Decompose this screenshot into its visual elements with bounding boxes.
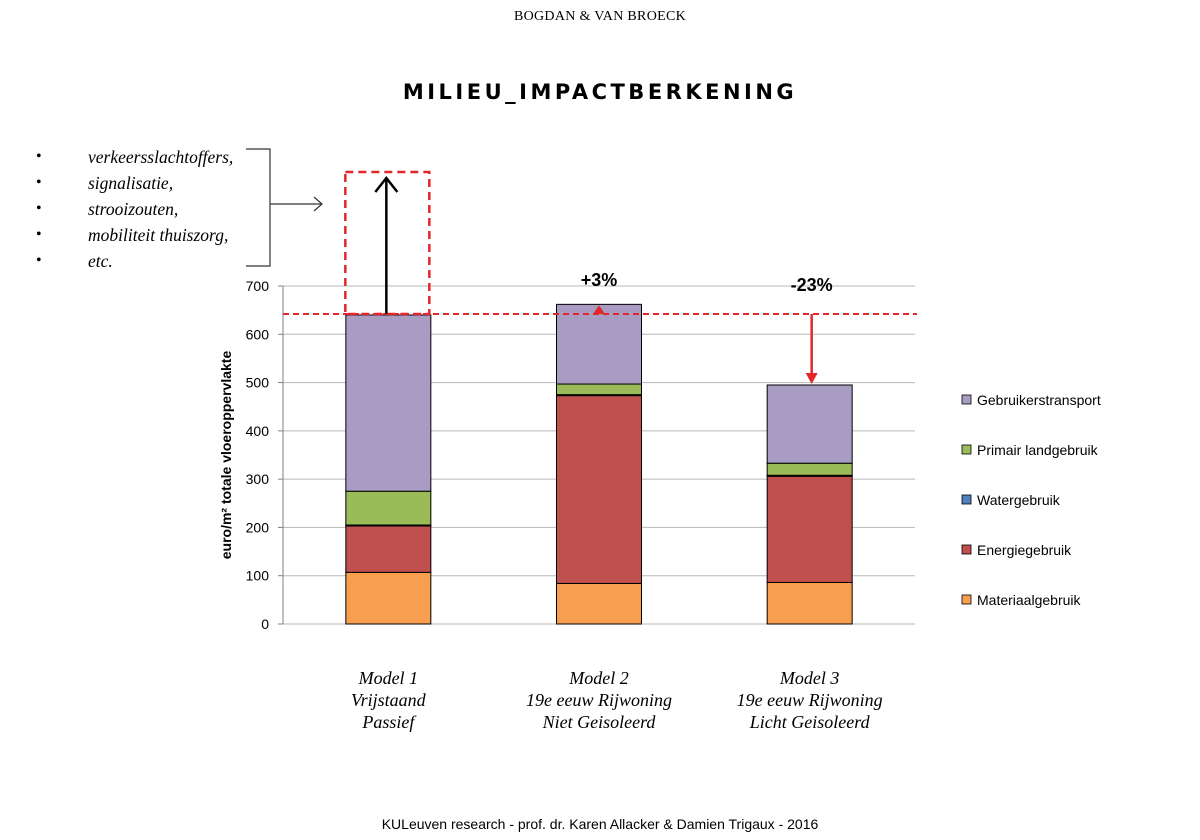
list-item: • signalisatie, xyxy=(36,172,233,198)
y-tick-label: 100 xyxy=(246,568,270,584)
y-tick-label: 200 xyxy=(246,519,270,535)
bullet-icon: • xyxy=(36,226,42,243)
bar-segment xyxy=(556,395,642,584)
legend-swatch xyxy=(961,494,972,505)
legend-label: Energiegebruik xyxy=(977,542,1072,558)
x-category-label: Passief xyxy=(361,712,417,732)
y-tick-label: 300 xyxy=(246,471,270,487)
legend-swatch xyxy=(961,394,972,405)
bullet-icon: • xyxy=(36,200,42,217)
bar-segment xyxy=(556,303,642,385)
page-footer: KULeuven research - prof. dr. Karen Alla… xyxy=(381,816,819,832)
y-axis-label: euro/m² totale vloeroppervlakte xyxy=(218,351,234,560)
bar-segment xyxy=(556,582,642,625)
x-category-label: Licht Geisoleerd xyxy=(749,712,871,732)
y-tick-label: 700 xyxy=(246,278,270,294)
bar-segment xyxy=(345,525,432,573)
list-item: • etc. xyxy=(36,250,233,276)
bar-segment xyxy=(766,462,853,476)
y-tick-label: 600 xyxy=(246,326,270,342)
legend-label: Watergebruik xyxy=(977,492,1061,508)
list-item: • verkeersslachtoffers, xyxy=(36,146,233,172)
annotation-label: -23% xyxy=(791,275,833,295)
page-title: MILIEU_IMPACTBERKENING xyxy=(402,80,798,104)
legend-label: Materiaalgebruik xyxy=(977,592,1081,608)
bullet-icon: • xyxy=(36,252,42,269)
legend-swatch xyxy=(961,544,972,555)
bar-segment xyxy=(345,314,432,492)
y-tick-label: 0 xyxy=(261,616,269,632)
legend-swatch xyxy=(961,594,972,605)
x-category-label: 19e eeuw Rijwoning xyxy=(737,690,883,710)
list-item: • strooizouten, xyxy=(36,198,233,224)
pointer-arrow-icon xyxy=(313,196,323,212)
legend-label: Gebruikerstransport xyxy=(977,392,1101,408)
list-item-text: verkeersslachtoffers, xyxy=(88,147,234,167)
decrease-arrow-icon xyxy=(805,372,818,384)
x-category-label: Model 2 xyxy=(568,668,628,688)
x-category-label: 19e eeuw Rijwoning xyxy=(526,690,672,710)
up-arrow-icon xyxy=(374,175,399,193)
bar-segment xyxy=(345,571,432,625)
bracket-icon xyxy=(246,148,271,267)
bar-segment xyxy=(345,490,432,526)
y-tick-label: 500 xyxy=(246,375,270,391)
list-item-text: strooizouten, xyxy=(88,199,179,219)
bar-segment xyxy=(766,581,853,625)
list-item-text: mobiliteit thuiszorg, xyxy=(88,225,229,245)
legend-swatch xyxy=(961,444,972,455)
annotation-label: +3% xyxy=(581,270,618,290)
bullet-icon: • xyxy=(36,174,42,191)
bar-segment xyxy=(766,384,853,464)
bar-segment xyxy=(766,475,853,583)
list-item: • mobiliteit thuiszorg, xyxy=(36,224,233,250)
externalities-box xyxy=(344,170,431,316)
x-category-label: Niet Geisoleerd xyxy=(542,712,657,732)
page-header: BOGDAN & VAN BROECK xyxy=(513,9,687,24)
bullet-icon: • xyxy=(36,148,42,165)
y-tick-label: 400 xyxy=(246,423,270,439)
increase-arrow-icon xyxy=(593,305,605,315)
x-category-label: Model 3 xyxy=(779,668,839,688)
externalities-list: • verkeersslachtoffers, • signalisatie, • s… xyxy=(36,146,233,276)
list-item-text: signalisatie, xyxy=(88,173,174,193)
bar-segment xyxy=(556,383,642,396)
legend-label: Primair landgebruik xyxy=(977,442,1099,458)
list-item-text: etc. xyxy=(88,251,113,271)
x-category-label: Model 1 xyxy=(358,668,418,688)
x-category-label: Vrijstaand xyxy=(351,690,427,710)
